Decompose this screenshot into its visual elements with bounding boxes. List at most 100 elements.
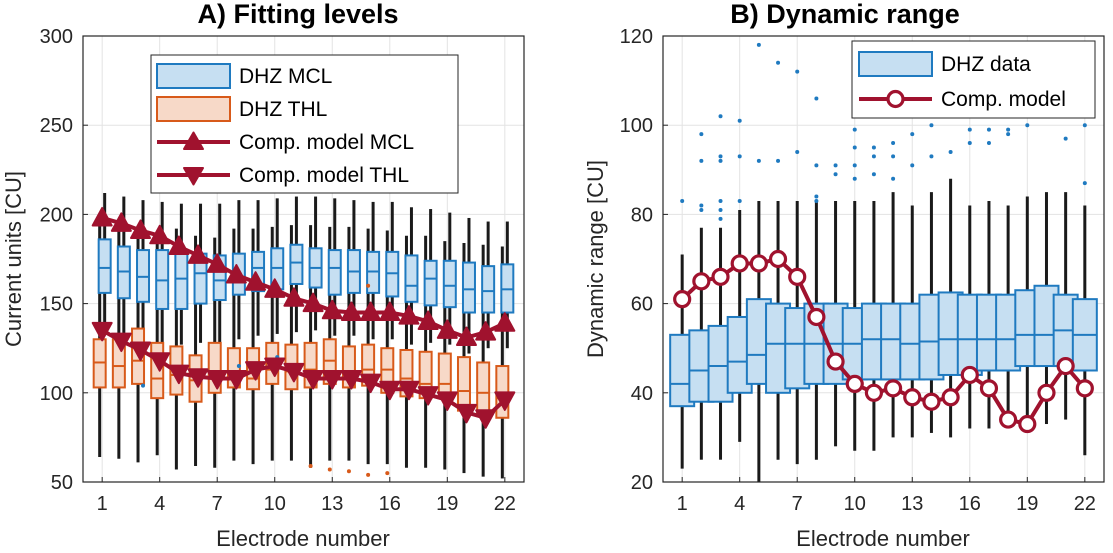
x-tick-label: 4 [734,493,745,515]
box [150,341,165,400]
panel-b-boxes [669,284,1098,408]
outlier-point [756,42,761,47]
model-line [680,257,1087,427]
outlier-point [756,158,761,163]
outlier-point [814,163,819,168]
box [481,265,496,314]
model-point [417,386,439,406]
outlier-point [1025,123,1030,128]
legend-label-dhz-mcl: DHZ MCL [239,65,332,88]
outlier-point [776,158,781,163]
panel-a-outliers [141,283,390,477]
outlier-point [718,154,723,159]
y-tick-label: 300 [40,26,73,48]
outlier-point [699,158,704,163]
panel-b-axes-frame [662,35,1105,483]
panel-a-legend: DHZ MCL DHZ THL Comp. model MCL Comp. mo… [150,54,459,194]
x-tick-label: 10 [844,493,866,515]
legend-swatch-dhz-thl [156,96,231,122]
x-tick-label: 1 [677,493,688,515]
model-point [398,380,420,401]
model-point [130,219,152,239]
outlier-point [776,60,781,65]
y-tick-label: 50 [51,472,73,494]
outlier-point [699,207,704,212]
model-point [168,235,190,256]
outlier-point [986,141,991,146]
model-point [149,352,171,372]
x-tick-label: 10 [264,493,286,515]
x-tick-label: 19 [436,493,458,515]
model-line [101,216,506,340]
outlier-point [718,114,723,119]
model-point [398,305,420,325]
outlier-point [910,163,915,168]
model-point [110,212,132,232]
box [327,249,342,296]
x-tick-label: 1 [97,493,108,515]
y-tick-label: 250 [40,115,73,137]
outlier-point [1082,181,1087,186]
legend-label-dhz-thl: DHZ THL [239,98,327,121]
box [476,361,491,416]
box [404,254,419,303]
model-point [245,361,267,381]
y-tick-label: 20 [631,472,653,494]
legend-label-comp-model: Comp. model [941,88,1066,111]
model-point [321,299,343,320]
panel-a-model-lines [91,206,516,429]
outlier-point [385,471,390,476]
panel-a-y-ticks: 50 100 150 200 250 300 [40,26,88,494]
outlier-point [718,158,723,163]
outlier-point [929,154,934,159]
outlier-point [1082,123,1087,128]
outlier-point [852,145,857,150]
outlier-point [891,141,896,146]
model-point [673,290,692,309]
model-point [264,357,286,378]
outlier-point [891,154,896,159]
model-point [302,292,324,313]
model-point [960,365,979,385]
outlier-point [327,467,332,472]
model-point [149,224,171,245]
model-point [168,364,190,385]
model-point [436,391,458,411]
model-point [455,403,477,424]
triangle-up-marker-icon [183,131,204,150]
triangle-down-marker-icon [183,167,204,186]
model-point [360,373,382,394]
x-tick-label: 7 [212,493,223,515]
model-point [922,392,941,411]
panel-b-x-ticks: 1 4 7 10 13 16 19 22 [677,477,1096,515]
model-point [494,391,516,411]
model-point [417,310,439,330]
y-tick-label: 200 [40,204,73,226]
outlier-point [366,283,371,288]
model-point [826,352,845,371]
model-point [283,362,305,383]
outlier-point [948,149,953,154]
legend-swatch-dhz-mcl [156,63,231,89]
x-tick-label: 13 [901,493,923,515]
outlier-point [718,207,723,212]
x-tick-label: 19 [1016,493,1038,515]
model-point [283,287,305,307]
x-tick-label: 4 [154,493,165,515]
model-point [692,272,711,291]
model-point [1075,379,1094,398]
model-point [1037,383,1056,402]
model-point [302,370,324,390]
box [461,261,476,314]
outlier-point [346,469,351,474]
box [423,259,438,307]
panel-b-whiskers [680,178,1087,482]
outlier-point [366,472,371,477]
model-point [1056,356,1075,376]
model-point [711,267,730,286]
circle-marker-icon [886,89,905,109]
outlier-point [871,145,876,150]
model-point [494,312,516,332]
outlier-point [1006,127,1011,132]
